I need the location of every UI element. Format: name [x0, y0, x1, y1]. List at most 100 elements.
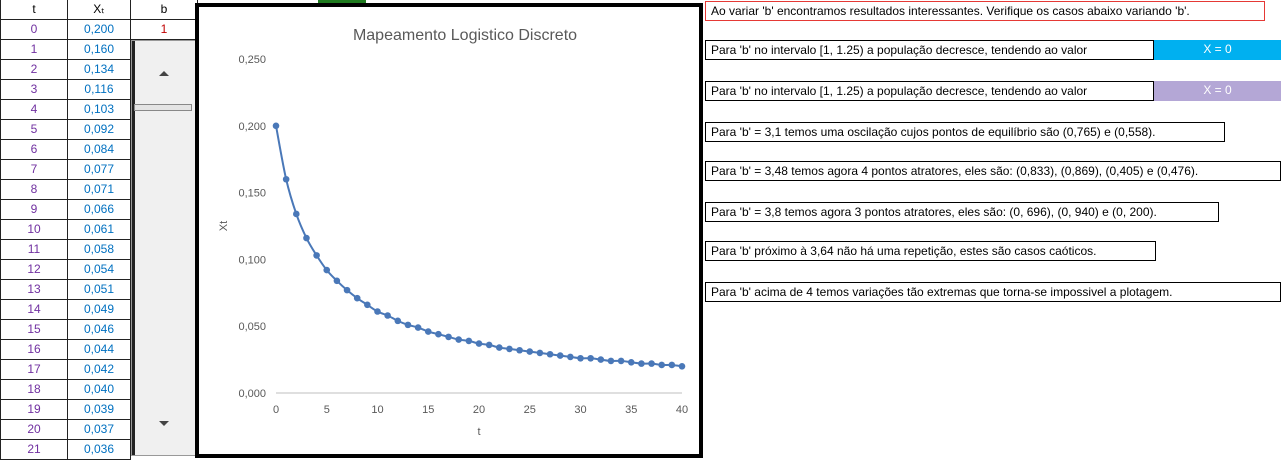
y-tick-label: 0,100	[238, 254, 266, 266]
x-tick-label: 20	[473, 404, 485, 416]
data-point	[455, 336, 463, 343]
cell-t[interactable]: 2	[0, 60, 68, 80]
data-point	[607, 357, 615, 365]
cell-t[interactable]: 4	[0, 100, 68, 120]
x-tick-label: 30	[574, 404, 586, 416]
data-point	[343, 286, 351, 294]
cell-t[interactable]: 0	[0, 20, 68, 40]
data-point	[678, 362, 686, 370]
cell-t[interactable]: 19	[0, 400, 68, 420]
cell-t[interactable]: 12	[0, 260, 68, 280]
x-tick-label: 5	[324, 404, 330, 416]
cell-t[interactable]: 14	[0, 300, 68, 320]
cell-x[interactable]: 0,066	[68, 200, 131, 220]
cell-x[interactable]: 0,040	[68, 380, 131, 400]
data-point	[404, 321, 412, 329]
cell-x[interactable]: 0,049	[68, 300, 131, 320]
data-point	[506, 345, 513, 353]
data-point	[414, 324, 422, 331]
case7-note: Para 'b' acima de 4 temos variações tão …	[705, 282, 1281, 302]
cell-t[interactable]: 10	[0, 220, 68, 240]
cell-x[interactable]: 0,054	[68, 260, 131, 280]
x-tick-label: 35	[625, 404, 637, 416]
cell-x[interactable]: 0,103	[68, 100, 131, 120]
data-point	[435, 330, 442, 338]
case6-note: Para 'b' próximo à 3,64 não há uma repet…	[705, 241, 1156, 261]
x-axis-label: t	[477, 426, 480, 438]
cell-x[interactable]: 0,039	[68, 400, 131, 420]
data-point	[567, 353, 574, 361]
series-line	[275, 125, 683, 368]
cell-t[interactable]: 21	[0, 440, 68, 460]
cell-t[interactable]: 7	[0, 160, 68, 180]
cell-x[interactable]: 0,037	[68, 420, 131, 440]
logistic-chart: Mapeamento Logistico Discreto 0,000 0,050…	[218, 27, 688, 438]
cell-x[interactable]: 0,071	[68, 180, 131, 200]
header-t[interactable]: t	[0, 0, 68, 20]
cell-x[interactable]: 0,134	[68, 60, 131, 80]
selection-marker	[318, 0, 366, 3]
cell-x[interactable]: 0,116	[68, 80, 131, 100]
data-point	[577, 354, 584, 362]
intro-note: Ao variar 'b' encontramos resultados int…	[705, 1, 1265, 21]
case4-note: Para 'b' = 3,48 temos agora 4 pontos atr…	[705, 161, 1281, 181]
case5-note: Para 'b' = 3,8 temos agora 3 pontos atra…	[705, 202, 1219, 222]
cell-x[interactable]: 0,044	[68, 340, 131, 360]
case3-note: Para 'b' = 3,1 temos uma oscilação cujos…	[705, 122, 1225, 142]
cell-t[interactable]: 8	[0, 180, 68, 200]
data-point	[333, 277, 341, 285]
x-tick-label: 25	[524, 404, 536, 416]
data-point	[556, 352, 564, 359]
data-point	[627, 358, 635, 366]
y-tick-label: 0,000	[238, 388, 266, 400]
cell-t[interactable]: 16	[0, 340, 68, 360]
cell-t[interactable]: 5	[0, 120, 68, 140]
header-b[interactable]: b	[131, 0, 198, 20]
b-scrollbar[interactable]	[131, 40, 198, 456]
chart-frame[interactable]: Mapeamento Logistico Discreto 0,000 0,050…	[195, 3, 703, 458]
data-point	[293, 210, 300, 218]
cell-t[interactable]: 6	[0, 140, 68, 160]
data-point	[536, 349, 544, 357]
cell-x[interactable]: 0,042	[68, 360, 131, 380]
scroll-down-arrow-icon[interactable]	[159, 421, 169, 426]
cell-x[interactable]: 0,084	[68, 140, 131, 160]
case2-note: Para 'b' no intervalo [1, 1.25) a popula…	[705, 81, 1154, 101]
cell-x[interactable]: 0,200	[68, 20, 131, 40]
data-point	[465, 337, 473, 345]
cell-x[interactable]: 0,077	[68, 160, 131, 180]
series-points	[272, 122, 686, 370]
data-point	[526, 348, 534, 355]
data-point	[323, 266, 331, 274]
b-value-cell[interactable]: 1	[131, 20, 198, 40]
cell-t[interactable]: 3	[0, 80, 68, 100]
cell-t[interactable]: 20	[0, 420, 68, 440]
cell-t[interactable]: 9	[0, 200, 68, 220]
scroll-up-arrow-icon[interactable]	[159, 71, 169, 76]
scrollbar-edge	[132, 41, 135, 455]
cell-t[interactable]: 18	[0, 380, 68, 400]
cell-x[interactable]: 0,036	[68, 440, 131, 460]
data-point	[546, 350, 554, 358]
cell-x[interactable]: 0,160	[68, 40, 131, 60]
data-point	[617, 357, 625, 365]
cell-t[interactable]: 11	[0, 240, 68, 260]
cell-x[interactable]: 0,092	[68, 120, 131, 140]
data-point	[516, 346, 523, 354]
cell-t[interactable]: 13	[0, 280, 68, 300]
cell-x[interactable]: 0,058	[68, 240, 131, 260]
case1-badge: X = 0	[1154, 40, 1281, 60]
scrollbar-thumb[interactable]	[134, 104, 192, 111]
cell-x[interactable]: 0,061	[68, 220, 131, 240]
cell-x[interactable]: 0,051	[68, 280, 131, 300]
cell-x[interactable]: 0,046	[68, 320, 131, 340]
header-x[interactable]: Xₜ	[68, 0, 131, 20]
cell-t[interactable]: 15	[0, 320, 68, 340]
data-point	[485, 341, 493, 349]
data-point	[394, 317, 402, 325]
x-tick-label: 10	[371, 404, 383, 416]
cell-t[interactable]: 1	[0, 40, 68, 60]
cell-t[interactable]: 17	[0, 360, 68, 380]
data-point	[597, 356, 605, 363]
data-point	[313, 252, 320, 259]
